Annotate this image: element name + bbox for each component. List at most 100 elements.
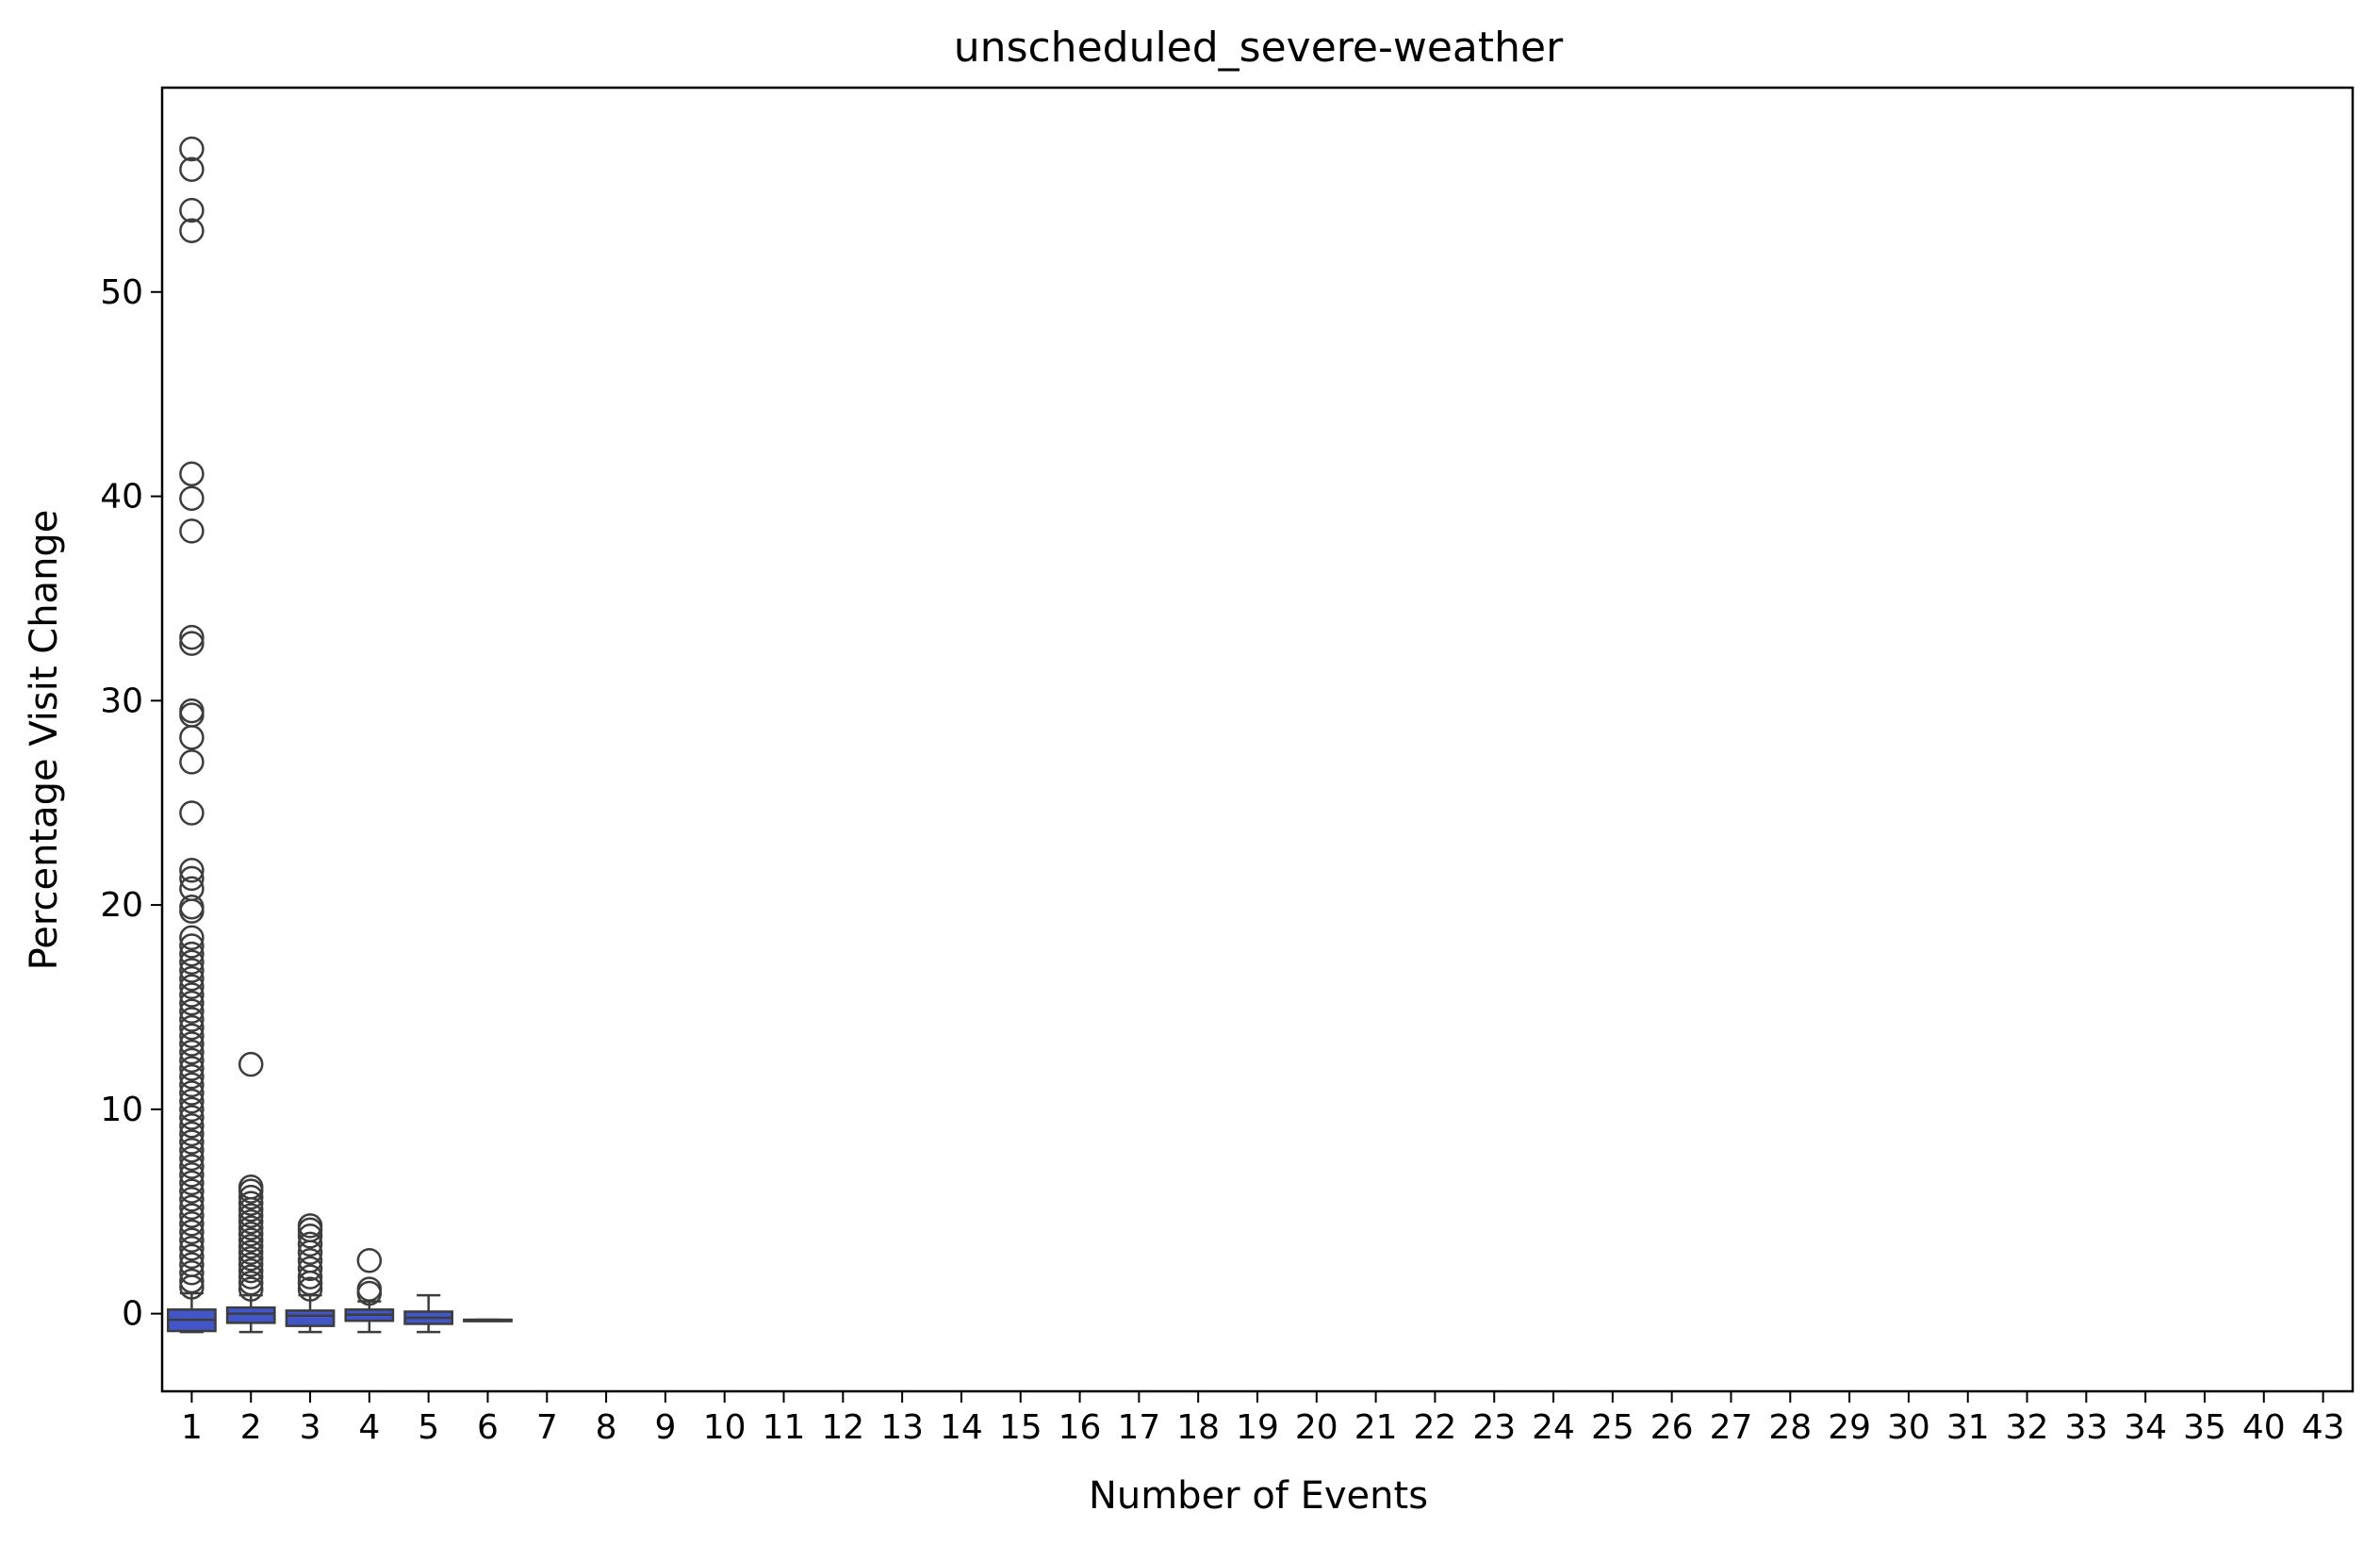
box-iqr	[285, 1309, 336, 1327]
x-tick-label: 29	[1828, 1408, 1871, 1447]
outlier-point	[179, 624, 205, 650]
x-tick-label: 6	[477, 1408, 499, 1447]
x-tick-label: 24	[1532, 1408, 1575, 1447]
y-tick-label: 40	[100, 478, 143, 517]
outlier-point	[238, 1215, 264, 1240]
outlier-point	[179, 461, 205, 486]
x-tick-label: 30	[1887, 1408, 1930, 1447]
x-tick-label: 25	[1591, 1408, 1634, 1447]
x-tick-label: 26	[1650, 1408, 1694, 1447]
outlier-point	[179, 1047, 205, 1074]
plot-area-frame	[160, 86, 2355, 1393]
outlier-point	[179, 933, 205, 959]
outlier-point	[238, 1184, 264, 1210]
outlier-point	[297, 1231, 323, 1257]
outlier-point	[179, 958, 205, 983]
outlier-point	[179, 857, 205, 883]
outlier-point	[238, 1240, 264, 1265]
boxes-layer	[167, 136, 513, 1334]
outlier-point	[179, 218, 205, 243]
y-tick-label: 50	[100, 273, 143, 312]
x-tick-label: 40	[2242, 1408, 2286, 1447]
outlier-point	[238, 1051, 264, 1077]
x-tick-label: 34	[2124, 1408, 2167, 1447]
x-tick-label: 16	[1059, 1408, 1102, 1447]
x-tick-label: 43	[2302, 1408, 2345, 1447]
outlier-point	[179, 1023, 205, 1049]
outlier-point	[179, 800, 205, 826]
outlier-point	[179, 725, 205, 750]
outlier-point	[179, 1186, 205, 1212]
x-axis-label: Number of Events	[1089, 1474, 1428, 1518]
outlier-point	[179, 749, 205, 775]
outlier-point	[179, 485, 205, 511]
outlier-point	[179, 1194, 205, 1221]
outlier-point	[179, 1096, 205, 1123]
outlier-point	[179, 1178, 205, 1204]
outlier-point	[238, 1191, 264, 1216]
y-tick-label: 30	[100, 682, 143, 720]
outlier-point	[179, 1088, 205, 1114]
outlier-point	[179, 1227, 205, 1253]
x-tick-label: 20	[1295, 1408, 1338, 1447]
x-tick-label: 8	[596, 1408, 617, 1447]
x-tick-label: 18	[1176, 1408, 1220, 1447]
outlier-point	[179, 1274, 205, 1300]
outlier-point	[179, 925, 205, 951]
x-tick-label: 7	[536, 1408, 558, 1447]
outlier-point	[179, 1129, 205, 1155]
outlier-point	[179, 197, 205, 223]
outlier-point	[297, 1276, 323, 1302]
outlier-point	[179, 631, 205, 656]
outlier-point	[297, 1240, 323, 1265]
x-tick-label: 33	[2064, 1408, 2108, 1447]
outlier-point	[179, 1014, 205, 1041]
outlier-point	[179, 949, 205, 976]
box-group-3	[285, 1213, 336, 1334]
outlier-point	[179, 1145, 205, 1172]
outlier-point	[238, 1196, 264, 1223]
outlier-point	[179, 1063, 205, 1090]
y-tick-label: 20	[100, 886, 143, 925]
box-group-5	[403, 1293, 454, 1334]
outlier-point	[238, 1257, 264, 1284]
outlier-point	[238, 1203, 264, 1228]
x-tick-label: 9	[654, 1408, 676, 1447]
outlier-point	[179, 156, 205, 182]
y-axis-label: Percentage Visit Change	[23, 510, 66, 971]
outlier-point	[179, 1031, 205, 1057]
y-tick-label: 0	[122, 1295, 143, 1334]
box-group-2	[225, 1051, 276, 1334]
x-tick-label: 22	[1414, 1408, 1457, 1447]
chart-title: unscheduled_severe-weather	[954, 24, 1564, 72]
outlier-point	[179, 1080, 205, 1106]
outlier-point	[179, 1121, 205, 1147]
x-tick-label: 5	[418, 1408, 439, 1447]
x-tick-label: 17	[1117, 1408, 1160, 1447]
outlier-point	[179, 998, 205, 1025]
outlier-point	[238, 1264, 264, 1289]
outlier-point	[179, 1105, 205, 1130]
x-tick-label: 31	[1946, 1408, 1990, 1447]
outlier-point	[179, 941, 205, 967]
x-tick-label: 15	[999, 1408, 1042, 1447]
x-tick-label: 35	[2183, 1408, 2226, 1447]
outlier-point	[179, 1219, 205, 1245]
x-tick-label: 13	[880, 1408, 924, 1447]
outlier-point	[297, 1224, 323, 1249]
outlier-point	[179, 974, 205, 1000]
outlier-point	[179, 965, 205, 992]
x-tick-label: 21	[1354, 1408, 1398, 1447]
outlier-point	[179, 1039, 205, 1065]
box-group-4	[344, 1248, 395, 1334]
outlier-point	[238, 1221, 264, 1247]
outlier-point	[179, 990, 205, 1016]
x-tick-label: 10	[703, 1408, 747, 1447]
x-tick-label: 14	[940, 1408, 983, 1447]
outlier-point	[179, 865, 205, 892]
x-tick-label: 28	[1768, 1408, 1812, 1447]
outlier-point	[238, 1208, 264, 1235]
outlier-point	[356, 1248, 383, 1273]
